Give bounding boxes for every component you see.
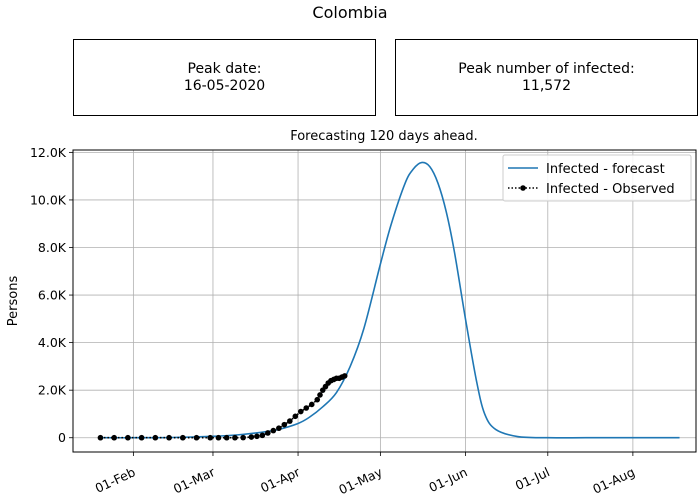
observed-point [152, 434, 159, 441]
observed-point [292, 413, 299, 420]
observed-point [111, 434, 117, 441]
legend-box [502, 154, 692, 202]
y-tick-label: 2.0K [38, 383, 67, 398]
x-tick-label: 01-Mar [171, 464, 218, 497]
observed-point [317, 392, 323, 398]
y-axis-label: Persons [6, 276, 21, 327]
y-tick-label: 10.0K [30, 192, 67, 207]
series-layer [97, 161, 680, 441]
observed-point [314, 396, 321, 403]
observed-point [125, 434, 131, 441]
observed-point [215, 434, 222, 441]
observed-point [276, 425, 282, 432]
observed-point [248, 434, 255, 440]
observed-point [287, 418, 293, 424]
peak-date-value: 16-05-2020 [183, 77, 266, 94]
y-tick-label: 6.0K [38, 288, 67, 303]
peak-date-box: Peak date: 16-05-2020 [73, 39, 376, 116]
x-tick-label: 01-Jun [426, 464, 469, 495]
x-tick-label: 01-Apr [258, 464, 303, 496]
y-tick-label: 12.0K [30, 145, 67, 160]
chart-subtitle: Forecasting 120 days ahead. [290, 129, 478, 144]
x-tick-label: 01-May [336, 464, 385, 497]
observed-point [166, 434, 172, 441]
legend: Infected - forecast Infected - Observed [502, 154, 692, 202]
peak-date-label: Peak date: [187, 60, 262, 77]
observed-point [254, 433, 260, 440]
peak-infected-value: 11,572 [522, 77, 571, 94]
observed-point [232, 434, 238, 441]
observed-point [303, 405, 310, 411]
y-tick-label: 8.0K [38, 240, 67, 255]
y-tick-label: 0 [58, 430, 66, 445]
peak-infected-box: Peak number of infected: 11,572 [395, 39, 698, 116]
x-tick-label: 01-Jul [513, 464, 552, 493]
observed-point [138, 434, 145, 441]
y-tick-label: 4.0K [38, 335, 67, 350]
observed-point [259, 432, 266, 439]
observed-point [281, 421, 288, 428]
observed-point [341, 373, 348, 379]
x-tick-label: 01-Aug [590, 464, 637, 496]
observed-point [207, 434, 214, 441]
observed-point [179, 434, 186, 441]
figure-title: Colombia [312, 3, 388, 22]
observed-point [240, 434, 246, 441]
legend-forecast-label: Infected - forecast [546, 162, 665, 177]
observed-point [265, 430, 271, 436]
x-tick-label: 01-Feb [93, 464, 138, 496]
observed-point [223, 434, 230, 441]
legend-observed-marker [520, 185, 526, 191]
observed-point [297, 408, 304, 415]
observed-point [270, 427, 277, 434]
observed-point [193, 434, 200, 441]
observed-point [308, 401, 315, 408]
legend-observed-label: Infected - Observed [546, 182, 675, 197]
peak-infected-label: Peak number of infected: [458, 60, 635, 77]
observed-point [97, 434, 104, 441]
forecast-line [100, 161, 680, 439]
plot-frame [72, 149, 697, 453]
